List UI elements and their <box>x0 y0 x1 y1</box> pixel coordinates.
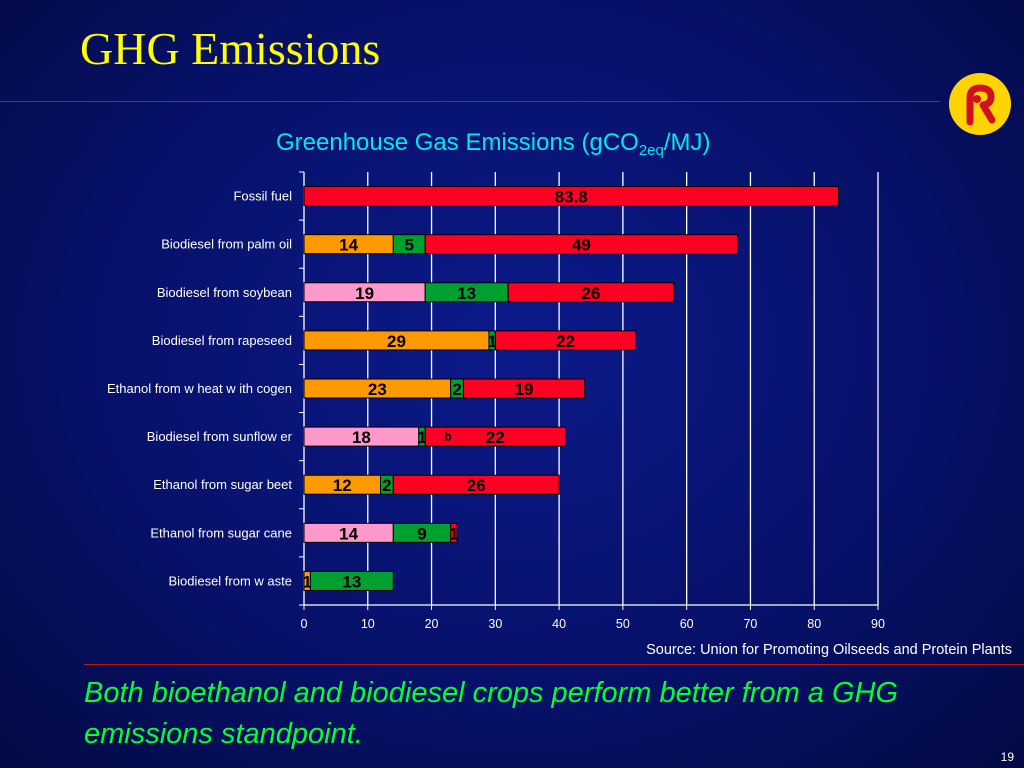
data-label: 14 <box>339 524 358 543</box>
chart-title-tail: /MJ) <box>663 129 711 156</box>
x-tick-label: 20 <box>425 617 439 631</box>
annotation-label: b <box>444 430 451 444</box>
company-logo-icon <box>949 73 1011 135</box>
x-tick-label: 50 <box>616 617 630 631</box>
category-label: Ethanol from w heat w ith cogen <box>107 381 292 396</box>
bar-segment <box>424 234 739 255</box>
category-label: Ethanol from sugar cane <box>150 525 292 540</box>
data-label: 1 <box>487 332 496 351</box>
bar-segment <box>462 378 586 399</box>
chart-title-subscript: 2eq <box>638 142 664 159</box>
data-label: 18 <box>352 428 371 447</box>
category-label: Biodiesel from rapeseed <box>152 333 292 348</box>
bottom-divider <box>84 664 1024 665</box>
bar-segment <box>303 186 839 207</box>
data-label: 13 <box>457 284 476 303</box>
x-tick-label: 0 <box>301 617 308 631</box>
data-label: 1 <box>417 428 426 447</box>
bar-segment <box>494 330 637 351</box>
x-tick-label: 30 <box>488 617 502 631</box>
chart-title: Greenhouse Gas Emissions (gCO2eq/MJ) <box>276 129 711 159</box>
data-label: 19 <box>515 380 534 399</box>
data-label: 5 <box>404 236 413 255</box>
conclusion-text: Both bioethanol and biodiesel crops perf… <box>84 677 899 750</box>
category-label: Biodiesel from palm oil <box>161 237 292 252</box>
data-label: 49 <box>572 236 591 255</box>
slide-number: 19 <box>1000 750 1014 764</box>
data-label: 14 <box>339 236 358 255</box>
data-label: 1 <box>302 572 311 591</box>
x-tick-label: 90 <box>871 617 885 631</box>
category-label: Biodiesel from soybean <box>157 285 292 300</box>
data-label: 26 <box>582 284 601 303</box>
data-label: 13 <box>342 572 361 591</box>
bar-segment <box>392 474 560 495</box>
chart-title-main: Greenhouse Gas Emissions (gCO <box>276 129 639 156</box>
data-label: 12 <box>333 476 352 495</box>
x-tick-label: 10 <box>361 617 375 631</box>
x-tick-label: 70 <box>743 617 757 631</box>
bar-segment <box>424 426 566 447</box>
category-label: Fossil fuel <box>233 189 292 204</box>
data-label: 2 <box>382 476 391 495</box>
category-label: Biodiesel from w aste <box>168 573 292 588</box>
data-label: 22 <box>556 332 575 351</box>
bar-segment <box>450 522 458 543</box>
x-tick-label: 80 <box>807 617 821 631</box>
title-divider <box>0 101 940 102</box>
data-label: 23 <box>368 380 387 399</box>
x-tick-label: 40 <box>552 617 566 631</box>
data-label: 19 <box>355 284 374 303</box>
data-label: 1 <box>449 524 458 543</box>
data-label: 26 <box>467 476 486 495</box>
data-label: 22 <box>486 428 505 447</box>
bar-segment <box>309 570 394 591</box>
source-note: Source: Union for Promoting Oilseeds and… <box>646 642 1012 658</box>
data-label: 2 <box>452 380 461 399</box>
data-label: 83.8 <box>555 188 588 207</box>
category-label: Ethanol from sugar beet <box>153 477 292 492</box>
data-label: 9 <box>417 524 426 543</box>
slide-title: GHG Emissions <box>80 23 381 74</box>
data-label: 29 <box>387 332 406 351</box>
category-label: Biodiesel from sunflow er <box>147 429 293 444</box>
bar-segment <box>507 282 675 303</box>
x-tick-label: 60 <box>680 617 694 631</box>
